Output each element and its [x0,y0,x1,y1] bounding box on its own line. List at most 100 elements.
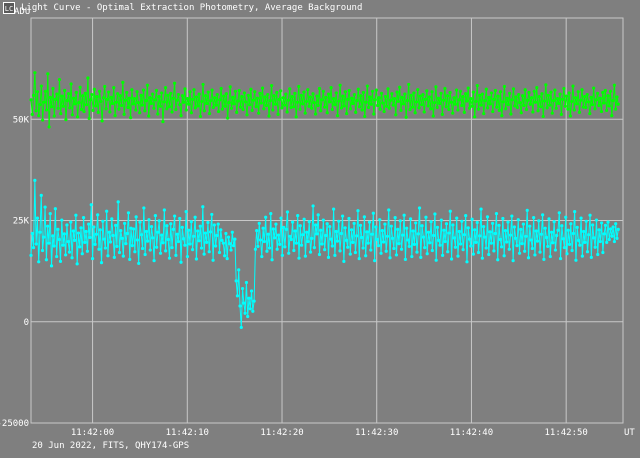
data-point [210,88,214,92]
data-point [86,76,90,80]
data-point [285,210,290,214]
data-point [501,216,505,221]
data-point [187,228,191,232]
data-point [141,88,146,92]
data-point [192,88,196,92]
data-point [595,91,600,95]
data-point [71,229,75,233]
data-point [543,226,547,230]
data-point [405,99,410,103]
data-point [385,104,389,108]
data-point [184,108,188,112]
data-point [392,246,396,251]
data-point [458,89,463,93]
data-point [445,94,450,98]
data-point [140,246,145,251]
data-point [172,81,177,85]
window-title: Light Curve - Optimal Extraction Photome… [21,3,363,13]
data-point [119,103,124,108]
data-point [598,239,602,244]
data-point [289,105,293,110]
data-point [154,88,159,93]
data-point [597,228,601,232]
data-point [160,233,164,237]
data-point [544,235,549,240]
data-point [423,246,427,250]
data-point [138,220,142,224]
data-point [176,239,181,244]
data-point [124,241,128,246]
data-point [74,213,78,217]
y-tick-label: -25000 [0,419,29,429]
data-point [224,92,228,96]
data-point [152,259,156,263]
data-point [579,216,583,220]
data-point [134,215,138,219]
data-point [42,100,46,104]
data-point [474,240,478,244]
data-point [568,114,573,118]
data-point [317,252,322,257]
data-point [589,255,593,259]
data-point [101,219,105,223]
data-point [82,109,86,114]
data-point [457,98,461,102]
data-point [134,108,138,112]
data-point [178,103,182,107]
data-point [337,219,341,223]
data-point [238,105,243,109]
data-point [610,114,614,118]
data-point [389,224,393,228]
data-point [541,213,545,217]
data-point [66,239,70,244]
data-point [232,102,236,106]
data-point [594,98,598,102]
x-tick-label: 11:42:00 [71,428,114,438]
data-point [531,110,535,114]
data-point [565,252,569,256]
data-point [522,103,526,108]
data-point [197,239,201,243]
data-point [321,89,325,93]
data-point [551,99,556,103]
data-point [470,217,474,221]
data-point [395,90,399,94]
x-axis-label: UT [624,428,635,438]
data-point [553,248,558,252]
data-point [516,218,520,222]
data-point [301,233,305,237]
data-point [366,241,370,245]
data-point [461,94,465,99]
light-curve-app-icon[interactable]: LC [3,2,15,14]
data-point [219,228,223,232]
data-point [240,286,245,291]
data-point [382,240,386,244]
data-point [503,229,508,233]
data-point [502,254,506,258]
data-point [391,103,395,107]
data-point [342,259,346,263]
data-point [558,256,563,261]
data-point [580,88,584,92]
data-point [608,89,613,93]
data-point [616,102,620,106]
data-point [66,92,71,96]
data-point [375,237,379,242]
data-point [88,235,92,240]
data-point [413,111,417,115]
data-point [156,230,160,234]
data-point [192,234,196,238]
data-point [37,114,41,118]
data-point [409,93,413,97]
data-point [515,105,519,110]
data-point [540,92,544,96]
data-point [501,100,505,104]
x-tick-label: 11:42:20 [260,428,303,438]
data-point [288,87,292,91]
data-point [289,237,293,242]
data-point [58,259,63,263]
data-point [228,85,232,89]
data-point [31,246,36,250]
data-point [251,309,255,313]
data-point [169,91,173,95]
